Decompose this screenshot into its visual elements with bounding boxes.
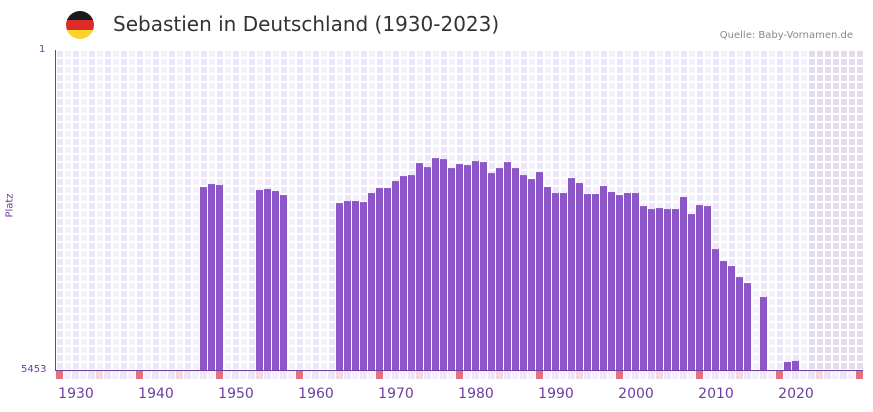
bar-2014[interactable]: [744, 283, 751, 370]
bar-1975[interactable]: [432, 158, 439, 370]
bar-1991[interactable]: [560, 193, 567, 370]
bar-2009[interactable]: [704, 206, 711, 370]
x-tick-label: 1960: [298, 386, 334, 402]
bar-2005[interactable]: [672, 209, 679, 370]
bar-2013[interactable]: [736, 277, 743, 370]
bar-1953[interactable]: [256, 190, 263, 370]
bar-2007[interactable]: [688, 214, 695, 370]
bar-1994[interactable]: [584, 194, 591, 370]
chart-title: Sebastien in Deutschland (1930-2023): [113, 12, 500, 36]
bar-2016[interactable]: [760, 297, 767, 370]
bar-2000[interactable]: [632, 193, 639, 370]
x-axis-line: [55, 370, 863, 371]
x-tick-label: 2020: [778, 386, 814, 402]
bar-1955[interactable]: [272, 191, 279, 370]
bar-1982[interactable]: [488, 173, 495, 370]
bar-2006[interactable]: [680, 197, 687, 370]
bar-2019[interactable]: [784, 361, 791, 370]
bar-1977[interactable]: [448, 168, 455, 370]
bar-2008[interactable]: [696, 205, 703, 370]
flag-stripe-black: [66, 11, 94, 21]
x-tick-label: 1970: [378, 386, 414, 402]
bar-2020[interactable]: [792, 360, 799, 370]
bar-1996[interactable]: [600, 186, 607, 370]
bar-2010[interactable]: [712, 249, 719, 370]
bar-1976[interactable]: [440, 159, 447, 370]
bar-2002[interactable]: [648, 209, 655, 370]
plot-area: [57, 51, 863, 370]
decade-markers: [56, 371, 863, 379]
bar-1981[interactable]: [480, 162, 487, 370]
bar-1979[interactable]: [464, 165, 471, 370]
bar-1992[interactable]: [568, 178, 575, 370]
bar-1967[interactable]: [368, 193, 375, 370]
bar-1995[interactable]: [592, 194, 599, 370]
bar-2004[interactable]: [664, 209, 671, 370]
bar-2012[interactable]: [728, 266, 735, 370]
bar-1984[interactable]: [504, 162, 511, 370]
bar-1980[interactable]: [472, 161, 479, 370]
bar-1993[interactable]: [576, 183, 583, 370]
bar-2003[interactable]: [656, 208, 663, 370]
x-tick-label: 1930: [58, 386, 94, 402]
bar-1970[interactable]: [392, 181, 399, 370]
flag-stripe-red: [66, 20, 94, 30]
bar-2001[interactable]: [640, 206, 647, 370]
flag-stripe-gold: [66, 29, 94, 39]
source-link[interactable]: Quelle: Baby-Vornamen.de: [719, 30, 853, 41]
bar-1987[interactable]: [528, 179, 535, 370]
bar-1989[interactable]: [544, 187, 551, 370]
x-tick-label: 1950: [218, 386, 254, 402]
bar-1999[interactable]: [624, 193, 631, 370]
y-axis-bottom-label: 5453: [21, 364, 47, 375]
x-tick-label: 1990: [538, 386, 574, 402]
bar-1966[interactable]: [360, 202, 367, 370]
bar-1948[interactable]: [216, 185, 223, 370]
bar-1988[interactable]: [536, 172, 543, 370]
bar-1973[interactable]: [416, 163, 423, 370]
bar-1998[interactable]: [616, 195, 623, 370]
y-axis-top-label: 1: [39, 44, 46, 55]
bar-1947[interactable]: [208, 184, 215, 370]
bar-1971[interactable]: [400, 176, 407, 370]
x-tick-label: 1980: [458, 386, 494, 402]
germany-flag-icon: [66, 11, 94, 39]
bar-2011[interactable]: [720, 261, 727, 370]
bar-1963[interactable]: [336, 203, 343, 370]
bar-1965[interactable]: [352, 201, 359, 370]
bar-1968[interactable]: [376, 188, 383, 370]
y-axis-line: [55, 50, 56, 371]
bar-1964[interactable]: [344, 201, 351, 370]
x-tick-label: 1940: [138, 386, 174, 402]
x-tick-label: 2000: [618, 386, 654, 402]
bar-1986[interactable]: [520, 175, 527, 370]
x-tick-label: 2010: [698, 386, 734, 402]
bar-1985[interactable]: [512, 168, 519, 370]
bar-1990[interactable]: [552, 193, 559, 370]
bar-1954[interactable]: [264, 189, 271, 370]
y-axis-title: Platz: [4, 193, 16, 218]
bar-1978[interactable]: [456, 164, 463, 370]
bar-1983[interactable]: [496, 168, 503, 370]
bar-1997[interactable]: [608, 192, 615, 370]
bar-1956[interactable]: [280, 195, 287, 370]
bar-1972[interactable]: [408, 175, 415, 370]
bar-1946[interactable]: [200, 187, 207, 370]
bar-1974[interactable]: [424, 167, 431, 370]
bar-1969[interactable]: [384, 188, 391, 370]
